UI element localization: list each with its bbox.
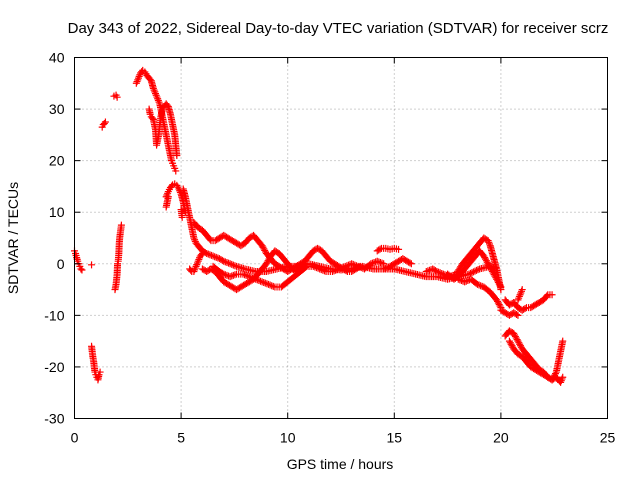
series-seg-b (88, 261, 96, 269)
data-point (100, 120, 108, 128)
data-point (559, 373, 567, 381)
series-seg-v (501, 291, 556, 314)
data-point (341, 262, 349, 270)
series-seg-d (98, 118, 109, 131)
series-seg-c (88, 342, 104, 384)
data-point (454, 275, 462, 283)
data-point (113, 93, 121, 101)
data-point (335, 265, 343, 273)
data-point (484, 260, 492, 268)
x-tick-label: 25 (600, 430, 616, 446)
y-tick-label: 10 (49, 204, 65, 220)
series-seg-q (373, 244, 403, 255)
series-seg-y (501, 327, 567, 386)
data-point (245, 273, 253, 281)
data-point (194, 257, 202, 265)
data-point-trail (502, 291, 554, 313)
data-point-trail (210, 258, 386, 291)
data-point-trail (72, 252, 81, 263)
ticks: 0 5 10 15 20 25 -30 -20 -10 0 10 20 30 40 (44, 50, 615, 446)
data-point (134, 74, 142, 82)
data-point-trail (111, 223, 125, 292)
series-seg-k (177, 206, 186, 221)
series-seg-u (454, 275, 505, 312)
x-tick-label: 15 (387, 430, 403, 446)
data-point (422, 268, 430, 276)
data-point (77, 265, 85, 273)
data-point (258, 278, 266, 286)
x-tick-label: 0 (71, 430, 79, 446)
data-point (514, 337, 522, 345)
y-tick-label: -20 (44, 359, 64, 375)
data-point (226, 273, 234, 281)
data-point-trail (177, 208, 186, 219)
data-point (78, 266, 86, 274)
x-tick-label: 10 (280, 430, 296, 446)
x-tick-label: 5 (177, 430, 185, 446)
data-point (190, 268, 198, 276)
data-point (152, 90, 160, 98)
y-tick-label: -10 (44, 307, 64, 323)
data-point (88, 261, 96, 269)
data-point-trail (187, 251, 205, 274)
data-point-trail (515, 287, 526, 302)
data-point (96, 368, 104, 376)
series-seg-r (380, 255, 415, 273)
series-seg-z (497, 306, 522, 319)
series-seg-o (186, 249, 206, 276)
data-point (380, 265, 388, 273)
data-point (493, 275, 501, 283)
data-point (132, 79, 140, 87)
x-axis-label: GPS time / hours (287, 456, 394, 472)
y-tick-label: 0 (57, 256, 65, 272)
series-seg-j (162, 193, 172, 211)
data-point (497, 283, 505, 291)
data-point (316, 265, 324, 273)
data-point-trail (88, 344, 103, 382)
series-seg-w (514, 286, 526, 304)
data-point (518, 286, 526, 294)
series-seg-p (209, 257, 388, 291)
series-seg-g (132, 66, 180, 175)
y-axis-label: SDTVAR / TECUs (5, 182, 21, 294)
data-point (373, 257, 381, 265)
data-point-trail (445, 248, 504, 289)
y-tick-label: -30 (44, 411, 64, 427)
data-point-trail (502, 328, 566, 385)
data-point (265, 280, 273, 288)
data-point (461, 278, 469, 286)
series-seg-f (110, 91, 121, 101)
series-seg-e (111, 221, 125, 294)
data-point-trail (498, 307, 521, 318)
x-tick-label: 20 (493, 430, 509, 446)
chart-title: Day 343 of 2022, Sidereal Day-to-day VTE… (68, 20, 609, 37)
data-point-trail (145, 101, 181, 158)
data-point (488, 268, 496, 276)
series-layer (71, 66, 567, 386)
data-point-trail (163, 194, 172, 209)
data-point (154, 95, 162, 103)
data-point (252, 275, 260, 283)
plot-frame (74, 57, 608, 419)
data-point (198, 249, 206, 257)
data-point (192, 262, 200, 270)
series-seg-h (145, 100, 181, 159)
data-point (172, 167, 180, 175)
y-tick-label: 20 (49, 153, 65, 169)
series-seg-a (71, 247, 86, 274)
data-point-trail (456, 276, 504, 310)
data-point (505, 337, 513, 345)
data-point-trail (133, 68, 175, 163)
data-point (101, 118, 109, 126)
data-point-trail (381, 255, 414, 272)
data-point (209, 252, 217, 260)
y-tick-label: 30 (49, 101, 65, 117)
data-point (354, 262, 362, 270)
data-point (348, 260, 356, 268)
y-tick-label: 40 (49, 50, 65, 66)
data-point (514, 296, 522, 304)
data-point-trail (375, 244, 400, 254)
data-point (226, 260, 234, 268)
